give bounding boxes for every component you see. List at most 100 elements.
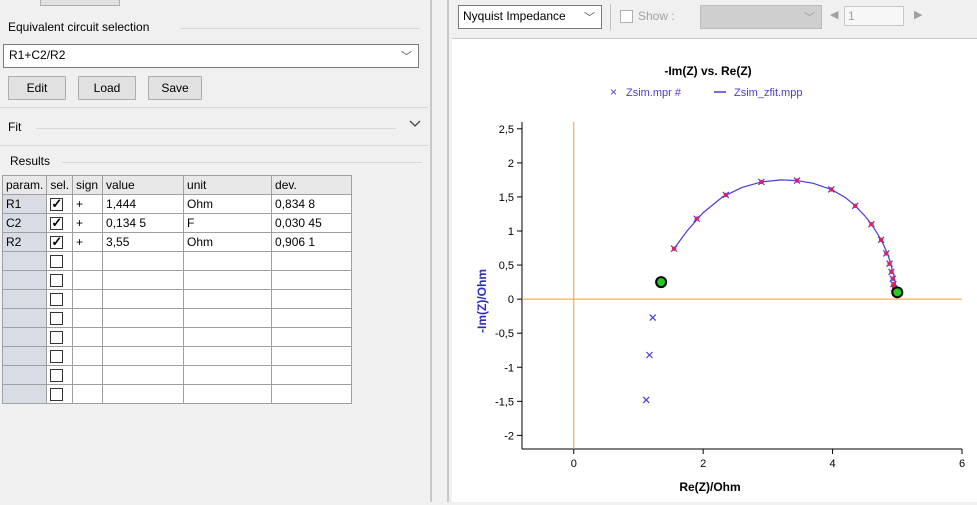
edit-button[interactable]: Edit — [8, 76, 66, 100]
fit-point — [889, 269, 894, 275]
fit-point — [878, 237, 884, 243]
plot-type-select[interactable]: Nyquist Impedance ﹀ — [458, 5, 602, 29]
prev-page-icon[interactable]: ◀ — [830, 9, 839, 21]
x-tick-label: 2 — [700, 458, 706, 470]
unit-cell — [183, 289, 273, 309]
select-checkbox[interactable] — [50, 274, 64, 288]
sel-cell[interactable] — [46, 365, 74, 385]
unit-cell — [183, 251, 273, 271]
sign-cell — [72, 251, 104, 271]
fit-point — [869, 221, 874, 227]
value-cell: 0,134 5 — [102, 213, 185, 233]
x-tick-label: 4 — [830, 458, 836, 470]
select-checkbox[interactable] — [50, 293, 64, 307]
param-cell: C2 — [1, 213, 48, 233]
x-tick-label: 0 — [571, 458, 577, 470]
select-checkbox[interactable] — [50, 196, 64, 212]
table-row[interactable] — [1, 384, 353, 404]
col-sign-header[interactable]: sign — [72, 175, 104, 195]
sel-cell[interactable] — [46, 327, 74, 347]
next-page-icon[interactable]: ▶ — [914, 9, 923, 21]
legend-label: Zsim.mpr # — [626, 87, 682, 99]
value-cell — [102, 384, 185, 404]
circuit-group-label: Equivalent circuit selection — [8, 20, 150, 34]
sel-cell[interactable] — [46, 289, 74, 309]
sign-cell — [72, 270, 104, 290]
dev-cell — [271, 308, 353, 328]
sel-cell[interactable] — [46, 346, 74, 366]
table-row[interactable] — [1, 251, 353, 271]
select-checkbox[interactable] — [50, 331, 64, 345]
unit-cell: Ohm — [183, 232, 273, 252]
y-tick-label: 0,5 — [499, 260, 514, 272]
table-row[interactable] — [1, 346, 353, 366]
sign-cell: + — [72, 194, 104, 214]
dev-cell — [271, 327, 353, 347]
sel-cell[interactable] — [46, 213, 74, 233]
col-param-header[interactable]: param. — [1, 175, 48, 195]
sel-cell[interactable] — [46, 232, 74, 252]
sel-cell[interactable] — [46, 308, 74, 328]
show-checkbox[interactable] — [620, 10, 633, 23]
section-divider — [0, 107, 428, 108]
select-checkbox[interactable] — [50, 369, 64, 383]
chevron-down-icon[interactable] — [409, 119, 421, 129]
select-checkbox[interactable] — [50, 388, 64, 402]
param-cell — [1, 384, 48, 404]
sel-cell[interactable] — [46, 251, 74, 271]
page-number-input[interactable]: 1 — [844, 6, 904, 26]
select-checkbox[interactable] — [50, 255, 64, 269]
data-point — [642, 396, 650, 404]
fit-point — [884, 251, 889, 256]
sign-cell — [72, 365, 104, 385]
col-sel-header[interactable]: sel. — [46, 175, 74, 195]
select-checkbox[interactable] — [50, 312, 64, 326]
left-panel: Equivalent circuit selection R1+C2/R2 ﹀ … — [0, 0, 428, 502]
plot-area[interactable]: -Im(Z) vs. Re(Z) × Zsim.mpr # Zsim_zfit.mp… — [452, 38, 977, 502]
endpoint-marker — [655, 276, 668, 289]
y-tick-label: 2,5 — [499, 124, 514, 136]
param-cell — [1, 270, 48, 290]
endpoint-marker — [891, 286, 904, 299]
col-unit-header[interactable]: unit — [183, 175, 273, 195]
fit-line — [673, 179, 898, 293]
table-row[interactable] — [1, 289, 353, 309]
table-row[interactable] — [1, 308, 353, 328]
select-checkbox[interactable] — [50, 350, 64, 364]
dev-cell: 0,906 1 — [271, 232, 353, 252]
results-label: Results — [10, 154, 51, 168]
unit-cell: F — [183, 213, 273, 233]
param-cell — [1, 365, 48, 385]
save-button[interactable]: Save — [148, 76, 202, 100]
sel-cell[interactable] — [46, 384, 74, 404]
sel-cell[interactable] — [46, 194, 74, 214]
nyquist-chart[interactable]: -Im(Z) vs. Re(Z) × Zsim.mpr # Zsim_zfit.mp… — [452, 39, 977, 502]
legend-label: Zsim_zfit.mpp — [734, 87, 802, 99]
plot-type-value: Nyquist Impedance — [463, 9, 566, 23]
circuit-select[interactable]: R1+C2/R2 ﹀ — [3, 44, 419, 68]
col-dev-header[interactable]: dev. — [271, 175, 353, 195]
show-label: Show : — [638, 9, 675, 23]
table-row[interactable] — [1, 365, 353, 385]
y-tick-label: 0 — [508, 294, 514, 306]
show-select[interactable]: ﹀ — [700, 5, 822, 29]
table-row[interactable] — [1, 327, 353, 347]
sign-cell — [72, 384, 104, 404]
panel-splitter[interactable] — [428, 0, 452, 502]
select-checkbox[interactable] — [50, 234, 64, 250]
select-checkbox[interactable] — [50, 215, 64, 231]
col-value-header[interactable]: value — [102, 175, 185, 195]
y-tick-label: -1,5 — [495, 396, 514, 408]
value-cell — [102, 289, 185, 309]
sel-cell[interactable] — [46, 270, 74, 290]
load-button[interactable]: Load — [78, 76, 136, 100]
table-row[interactable] — [1, 270, 353, 290]
table-row[interactable]: C2 +0,134 5F0,030 45 — [1, 213, 353, 233]
dev-cell — [271, 384, 353, 404]
tab-stub[interactable] — [40, 0, 120, 6]
y-tick-label: -2 — [504, 430, 514, 442]
fit-point — [759, 179, 764, 185]
param-cell: R1 — [1, 194, 48, 214]
